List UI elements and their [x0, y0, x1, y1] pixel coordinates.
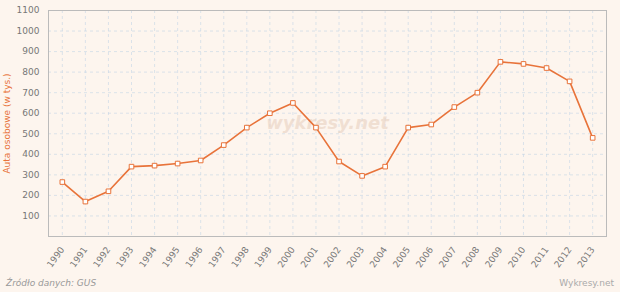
html-text:Źródło danych: GUS: Źródło danych: GUS — [6, 278, 97, 288]
svg-text:1995: 1995 — [160, 245, 181, 269]
svg-text:2001: 2001 — [299, 245, 320, 269]
svg-text:1991: 1991 — [68, 245, 89, 269]
svg-text:1997: 1997 — [206, 245, 227, 269]
svg-text:1992: 1992 — [91, 245, 112, 269]
html-text:Wykresy.net: Wykresy.net — [559, 278, 614, 288]
svg-text:2002: 2002 — [322, 245, 343, 269]
svg-text:800: 800 — [22, 67, 39, 77]
svg-text:1999: 1999 — [253, 245, 274, 270]
svg-text:1100: 1100 — [17, 5, 40, 15]
svg-text:500: 500 — [22, 129, 39, 139]
svg-text:2008: 2008 — [460, 245, 481, 270]
svg-text:1996: 1996 — [183, 245, 204, 270]
svg-text:2012: 2012 — [552, 245, 573, 269]
svg-text:2005: 2005 — [391, 245, 412, 269]
svg-text:700: 700 — [22, 88, 39, 98]
svg-text:1000: 1000 — [17, 26, 40, 36]
svg-text:Auta osobowe (w tys.): Auta osobowe (w tys.) — [2, 73, 12, 173]
svg-text:2007: 2007 — [437, 245, 458, 269]
svg-text:900: 900 — [22, 46, 39, 56]
svg-text:1998: 1998 — [229, 245, 250, 270]
svg-text:2000: 2000 — [276, 245, 297, 270]
svg-text:400: 400 — [22, 149, 39, 159]
svg-text:2013: 2013 — [575, 245, 596, 269]
svg-text:2006: 2006 — [414, 245, 435, 270]
svg-text:2004: 2004 — [368, 245, 389, 270]
svg-text:1990: 1990 — [45, 245, 66, 270]
svg-text:2003: 2003 — [345, 245, 366, 269]
svg-text:300: 300 — [22, 170, 39, 180]
svg-text:wykresy.net: wykresy.net — [266, 112, 390, 133]
svg-text:200: 200 — [22, 190, 39, 200]
svg-text:2009: 2009 — [483, 245, 504, 270]
svg-text:600: 600 — [22, 108, 39, 118]
svg-text:1994: 1994 — [137, 245, 158, 270]
svg-text:2010: 2010 — [506, 245, 527, 270]
svg-text:2011: 2011 — [529, 245, 550, 269]
svg-text:100: 100 — [22, 211, 39, 221]
svg-text:1993: 1993 — [114, 245, 135, 269]
